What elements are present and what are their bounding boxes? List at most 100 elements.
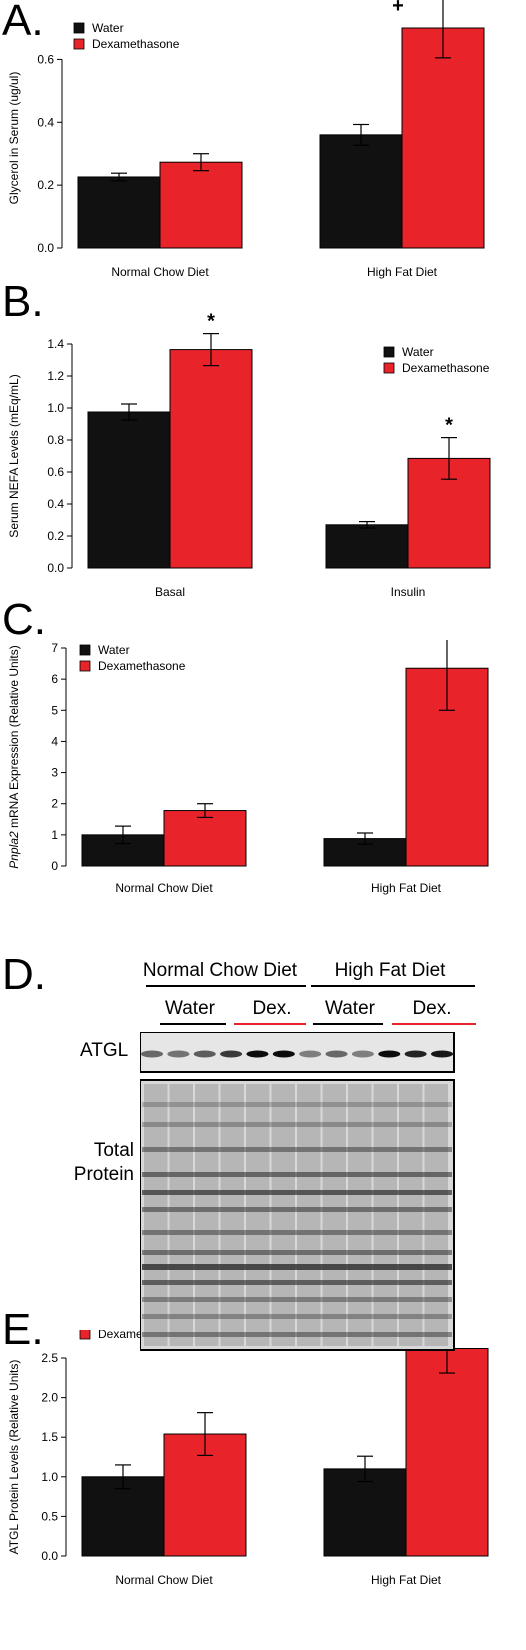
total-protein-label-line2: Protein [73,1164,134,1185]
atgl-band [167,1050,190,1058]
x-category-label: Basal [155,585,185,599]
blot-panel: Normal Chow Diet High Fat Diet Water Dex… [0,960,526,1351]
panel-letter-c: C. [2,595,46,644]
significance-marker: + [392,0,404,17]
y-tick-label: 0.0 [47,561,64,575]
group-header-water-1: Water [165,998,215,1019]
total-protein-gel [140,1079,455,1351]
y-tick-label: 0.2 [37,178,54,192]
panel-letter-b: B. [2,277,44,326]
atgl-band [404,1050,427,1058]
gel-band [142,1207,452,1212]
y-axis: 0.0 0.2 0.4 0.6 0.8 1.0 1.2 1.4 [47,337,73,575]
diet-underline-high-fat [311,985,475,987]
group-underline-water-2 [313,1023,383,1025]
bar-water [81,1476,165,1557]
atgl-band [325,1050,348,1058]
y-tick-label: 0.2 [47,529,64,543]
gel-band [142,1332,452,1337]
panel-letter-a: A. [2,0,44,45]
atgl-band [378,1050,401,1058]
group-underline-dex-1 [234,1023,306,1025]
gel-band [142,1172,452,1177]
x-category-label: Insulin [391,585,426,599]
legend-label-water: Water [92,21,124,35]
x-category-label: High Fat Diet [371,1573,442,1587]
legend-swatch-dexamethasone [73,38,85,50]
atgl-band [193,1050,216,1058]
y-tick-label: 0.4 [37,115,54,129]
y-axis-label: Pnpla2 mRNA Expression (Relative Units) [7,645,21,868]
legend-swatch-water [73,22,85,34]
x-category-label: Normal Chow Diet [115,1573,213,1587]
diet-underline-normal-chow [146,985,306,987]
y-tick-label: 2 [51,797,58,811]
y-axis: 0 1 2 3 4 5 6 7 [51,641,67,873]
legend-label-water: Water [98,643,130,657]
bar-dexamethasone [163,810,247,867]
atgl-band [351,1050,374,1058]
y-tick-label: 0.5 [41,1509,58,1523]
y-tick-label: 3 [51,766,58,780]
atgl-band [272,1050,295,1058]
y-tick-label: 1.4 [47,337,64,351]
y-tick-label: 4 [51,734,58,748]
significance-marker: + [396,640,408,645]
gel-band [142,1264,452,1270]
y-tick-label: 1.2 [47,369,64,383]
y-tick-label: 1.0 [41,1470,58,1484]
chart-e-atgl-protein: 0.0 0.5 1.0 1.5 2.0 2.5 ATGL Protein Levels (R… [7,1330,489,1587]
x-category-label: High Fat Diet [367,265,438,279]
legend-label-water: Water [402,345,434,359]
bar-dexamethasone [169,349,253,569]
y-tick-label: 0 [51,859,58,873]
atgl-band [431,1050,453,1058]
legend: Water Dexamethasone [73,21,180,51]
y-tick-label: 0.4 [47,497,64,511]
y-axis-label: ATGL Protein Levels (Relative Units) [7,1360,21,1555]
atgl-strip [140,1032,455,1073]
bar-dexamethasone [405,1347,489,1557]
x-category-label: Normal Chow Diet [111,265,209,279]
bar-water [319,134,403,249]
y-tick-label: 0.6 [47,465,64,479]
x-category-label: High Fat Diet [371,881,442,895]
gel-band [142,1190,452,1195]
y-tick-label: 7 [51,641,58,655]
diet-header-normal-chow: Normal Chow Diet [142,960,298,981]
y-tick-label: 6 [51,672,58,686]
blot-image [140,1032,455,1351]
y-axis-label-text: mRNA Expression (Relative Units) [7,645,21,828]
atgl-band [299,1050,322,1058]
y-tick-label: 2.5 [41,1351,58,1365]
bar-dexamethasone [159,161,243,249]
y-tick-label: 1 [51,828,58,842]
y-tick-label: 0.6 [37,52,54,66]
group-header-dex-2: Dex. [412,998,452,1019]
gel-band [142,1230,452,1235]
diet-header-high-fat: High Fat Diet [334,960,446,981]
legend-label-dexamethasone: Dexamethasone [92,37,180,51]
y-tick-label: 0.8 [47,433,64,447]
bar-water [87,411,171,569]
y-tick-label: 2.0 [41,1391,58,1405]
bar-dexamethasone [401,27,485,249]
group-header-water-2: Water [325,998,375,1019]
bar-water [323,1468,407,1557]
significance-marker: * [207,311,215,333]
bar-water [325,524,409,569]
gel-band [142,1122,452,1127]
gel-band [142,1147,452,1152]
y-tick-label: 0.0 [37,241,54,255]
significance-marker: * [445,415,453,437]
atgl-band [141,1050,163,1058]
gel-band [142,1102,452,1107]
gel-band [142,1314,452,1319]
legend-label-dexamethasone: Dexamethasone [98,659,186,673]
legend-swatch-dexamethasone [383,362,395,374]
legend-swatch-dexamethasone [79,660,91,672]
group-underline-dex-2 [392,1023,476,1025]
legend: Water Dexamethasone [79,643,186,673]
legend: Water Dexamethasone [383,345,490,375]
panel-letter-e: E. [2,1305,44,1354]
